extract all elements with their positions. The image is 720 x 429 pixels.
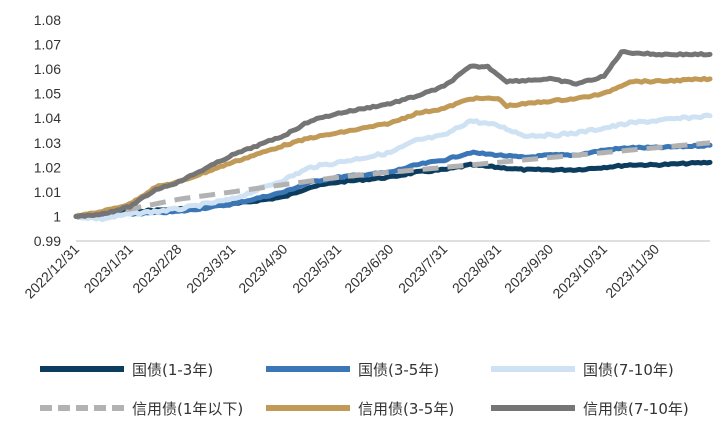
legend-item: 国债(7-10年) bbox=[491, 358, 674, 380]
x-tick-label: 2023/7/31 bbox=[395, 241, 451, 297]
legend-label: 国债(7-10年) bbox=[583, 360, 674, 379]
legend-swatch bbox=[491, 366, 575, 372]
series-line bbox=[73, 49, 713, 219]
line-chart: 0.99 1 1.01 1.02 1.03 1.04 1.05 1.06 1.07 1.08 20… bbox=[21, 12, 713, 302]
x-tick-label: 2023/10/31 bbox=[549, 241, 610, 302]
legend-item: 信用债(7-10年) bbox=[491, 397, 689, 419]
y-tick-label: 1.01 bbox=[34, 184, 61, 200]
series-line bbox=[73, 142, 713, 220]
y-tick-label: 1.05 bbox=[34, 86, 61, 102]
x-tick-label: 2023/9/30 bbox=[501, 241, 557, 297]
y-tick-label: 1.02 bbox=[34, 159, 61, 175]
y-tick-label: 1 bbox=[53, 208, 61, 224]
y-tick-label: 1.06 bbox=[34, 61, 61, 77]
x-tick-label: 2023/5/31 bbox=[289, 241, 345, 297]
y-tick-label: 0.99 bbox=[34, 233, 61, 249]
x-tick-label: 2023/1/31 bbox=[81, 241, 137, 297]
x-tick-label: 2023/11/30 bbox=[602, 241, 662, 301]
legend-swatch bbox=[266, 366, 350, 372]
x-tick-label: 2023/4/30 bbox=[235, 241, 291, 297]
legend-swatch bbox=[491, 405, 575, 411]
legend-label: 信用债(3-5年) bbox=[358, 399, 455, 418]
series-line bbox=[75, 140, 711, 219]
y-tick-label: 1.03 bbox=[34, 135, 61, 151]
legend-item: 国债(3-5年) bbox=[266, 358, 439, 380]
legend-label: 国债(3-5年) bbox=[358, 360, 440, 379]
legend-swatch bbox=[266, 405, 350, 411]
x-tick-label: 2022/12/31 bbox=[21, 241, 82, 302]
legend-label: 国债(1-3年) bbox=[132, 360, 214, 379]
x-tick-label: 2023/8/31 bbox=[449, 241, 505, 297]
legend-label: 信用债(1年以下) bbox=[132, 399, 244, 418]
legend-swatch bbox=[40, 366, 124, 372]
legend: 国债(1-3年) 国债(3-5年) 国债(7-10年) 信用债(1年以下) 信用债(3-… bbox=[0, 350, 720, 429]
x-tick-label: 2023/2/28 bbox=[129, 241, 185, 297]
legend-label: 信用债(7-10年) bbox=[583, 399, 689, 418]
legend-item: 国债(1-3年) bbox=[40, 358, 213, 380]
x-axis: 2022/12/312023/1/312023/2/282023/3/31202… bbox=[21, 240, 710, 302]
legend-item: 信用债(3-5年) bbox=[266, 397, 454, 419]
y-tick-label: 1.07 bbox=[34, 37, 61, 53]
y-axis: 0.99 1 1.01 1.02 1.03 1.04 1.05 1.06 1.07 1.08 bbox=[34, 12, 61, 249]
series-layer bbox=[73, 49, 713, 223]
y-tick-label: 1.08 bbox=[34, 12, 61, 28]
x-tick-label: 2023/3/31 bbox=[183, 241, 239, 297]
legend-item: 信用债(1年以下) bbox=[40, 397, 243, 419]
legend-swatch bbox=[40, 405, 124, 411]
x-tick-label: 2023/6/30 bbox=[341, 241, 397, 297]
y-tick-label: 1.04 bbox=[34, 110, 61, 126]
series-line bbox=[73, 112, 713, 223]
